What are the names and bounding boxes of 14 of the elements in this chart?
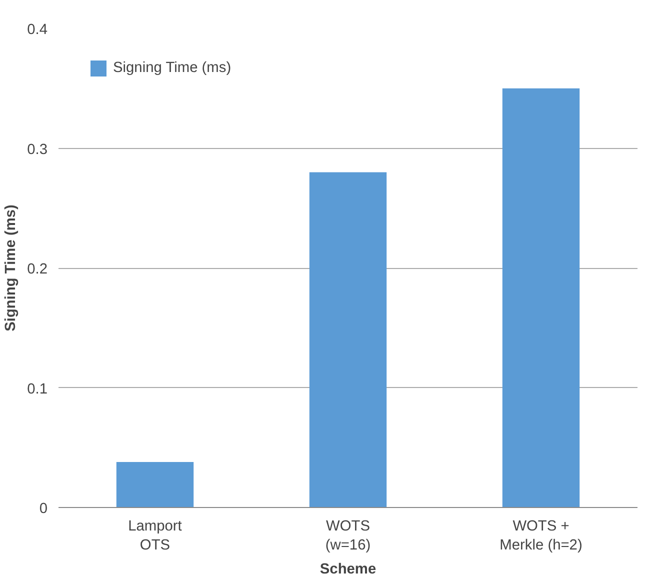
x-tick-label: WOTS + Merkle (h=2) (500, 518, 582, 554)
y-tick-label: 0.1 (27, 381, 48, 398)
y-tick-label: 0.2 (27, 262, 48, 278)
y-tick-label: 0.4 (27, 22, 48, 38)
y-tick-label: 0 (39, 501, 48, 517)
y-axis-title: Signing Time (ms) (3, 204, 20, 332)
legend-label: Signing Time (ms) (113, 60, 232, 76)
x-axis-title: Scheme (320, 562, 376, 578)
x-tick-label: WOTS (w=16) (325, 518, 371, 554)
bar (309, 172, 387, 508)
bar (116, 462, 194, 508)
x-tick-label: Lamport OTS (128, 518, 182, 554)
y-tick-label: 0.3 (27, 142, 48, 158)
bar (502, 88, 580, 508)
